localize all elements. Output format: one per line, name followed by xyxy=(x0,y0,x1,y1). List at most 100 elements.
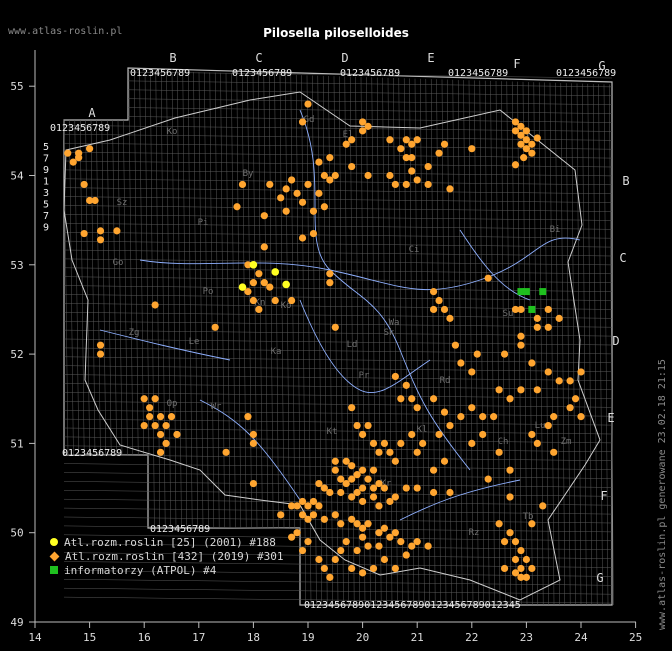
grid-line xyxy=(355,76,360,606)
grid-line xyxy=(295,75,301,529)
grid-line xyxy=(96,119,101,456)
record-orange xyxy=(309,229,318,238)
region-label: Pi xyxy=(198,218,209,228)
legend-item-orange: Atl.rozm.roslin [432] (2019) #301 xyxy=(49,549,284,563)
region-label: Lu xyxy=(535,421,546,431)
grid-line xyxy=(139,70,144,456)
record-orange xyxy=(162,421,170,430)
record-orange xyxy=(244,413,252,421)
grid-line xyxy=(409,78,414,606)
record-orange xyxy=(271,296,279,305)
grid-line xyxy=(63,231,613,239)
record-orange xyxy=(555,377,563,385)
record-orange xyxy=(326,279,334,287)
record-orange xyxy=(440,408,449,416)
region-label: Ko xyxy=(167,127,178,137)
record-orange xyxy=(331,171,339,180)
region-label: Kl xyxy=(417,425,428,435)
grid-line xyxy=(571,83,576,606)
grid-line xyxy=(360,76,366,606)
record-orange xyxy=(408,154,416,162)
record-orange xyxy=(359,497,367,506)
record-yellow xyxy=(249,261,258,269)
record-orange xyxy=(320,484,328,492)
grid-line xyxy=(74,119,80,456)
record-orange xyxy=(500,538,509,546)
record-orange xyxy=(446,314,454,322)
record-orange xyxy=(304,100,312,108)
record-orange xyxy=(468,368,476,376)
legend-item-green: informatorzy (ATPOL) #4 xyxy=(50,563,284,577)
record-orange xyxy=(479,430,487,439)
lat-tick-label: 51 xyxy=(10,437,23,450)
record-orange xyxy=(413,176,421,184)
record-orange xyxy=(539,502,547,510)
record-orange xyxy=(337,475,345,483)
grid-line xyxy=(90,119,96,456)
grid-line xyxy=(63,187,613,194)
grid-line xyxy=(63,516,613,524)
lon-tick-label: 24 xyxy=(574,631,588,644)
record-orange xyxy=(151,421,159,430)
region-label: Ka xyxy=(271,347,282,357)
record-orange xyxy=(304,180,312,189)
grid-digit-strip: 0123456789 xyxy=(150,524,210,535)
record-orange xyxy=(522,555,531,564)
grid-line xyxy=(63,534,613,542)
grid-line xyxy=(479,80,485,606)
grid-line xyxy=(63,294,613,301)
record-orange xyxy=(446,185,454,193)
record-orange xyxy=(326,573,334,581)
record-orange xyxy=(304,538,312,546)
grid-line xyxy=(63,347,613,355)
record-orange xyxy=(424,162,432,171)
grid-line xyxy=(522,81,528,606)
record-orange xyxy=(517,546,525,555)
record-orange xyxy=(424,180,432,189)
grid-line xyxy=(214,72,220,529)
grid-line xyxy=(285,74,290,529)
lon-tick-label: 16 xyxy=(138,631,151,644)
record-orange xyxy=(571,395,580,403)
region-label: Ld xyxy=(347,340,358,350)
lat-tick-label: 49 xyxy=(10,616,23,629)
grid-digit-strip: 012345678901234567890123456789012345 xyxy=(304,600,521,611)
grid-letter-right: E xyxy=(607,411,614,425)
record-yellow xyxy=(282,280,290,289)
grid-line xyxy=(209,72,215,529)
record-orange xyxy=(408,542,416,550)
record-orange xyxy=(140,395,148,403)
record-orange xyxy=(413,484,421,492)
record-orange xyxy=(386,136,394,144)
grid-minor-digit: 1 xyxy=(43,177,49,188)
region-label: Ol xyxy=(520,131,531,141)
grid-line xyxy=(79,119,85,456)
record-orange xyxy=(550,413,558,421)
region-label: Op xyxy=(167,399,178,409)
record-orange xyxy=(359,430,367,439)
record-orange xyxy=(522,573,531,581)
record-orange xyxy=(315,158,323,166)
site-url[interactable]: www.atlas-roslin.pl xyxy=(8,26,123,37)
grid-letter-right: B xyxy=(622,174,629,188)
record-orange xyxy=(402,551,410,559)
record-orange xyxy=(288,533,296,541)
country-border xyxy=(63,91,601,601)
record-orange xyxy=(506,493,514,501)
record-orange xyxy=(309,497,318,506)
grid-line xyxy=(63,205,613,212)
record-orange xyxy=(320,203,328,211)
record-orange xyxy=(359,533,367,541)
region-label: Kn xyxy=(255,298,266,308)
grid-line xyxy=(528,82,533,606)
record-orange xyxy=(288,176,296,184)
record-orange xyxy=(288,296,296,305)
grid-letter-top: G xyxy=(598,59,605,73)
record-orange xyxy=(238,180,247,189)
region-label: Go xyxy=(113,258,124,268)
record-orange xyxy=(511,118,520,126)
grid-line xyxy=(501,81,506,606)
grid-line xyxy=(106,119,112,456)
grid-line xyxy=(63,579,613,586)
legend-item-yellow: Atl.rozm.roslin [25] (2001) #188 xyxy=(50,535,284,549)
